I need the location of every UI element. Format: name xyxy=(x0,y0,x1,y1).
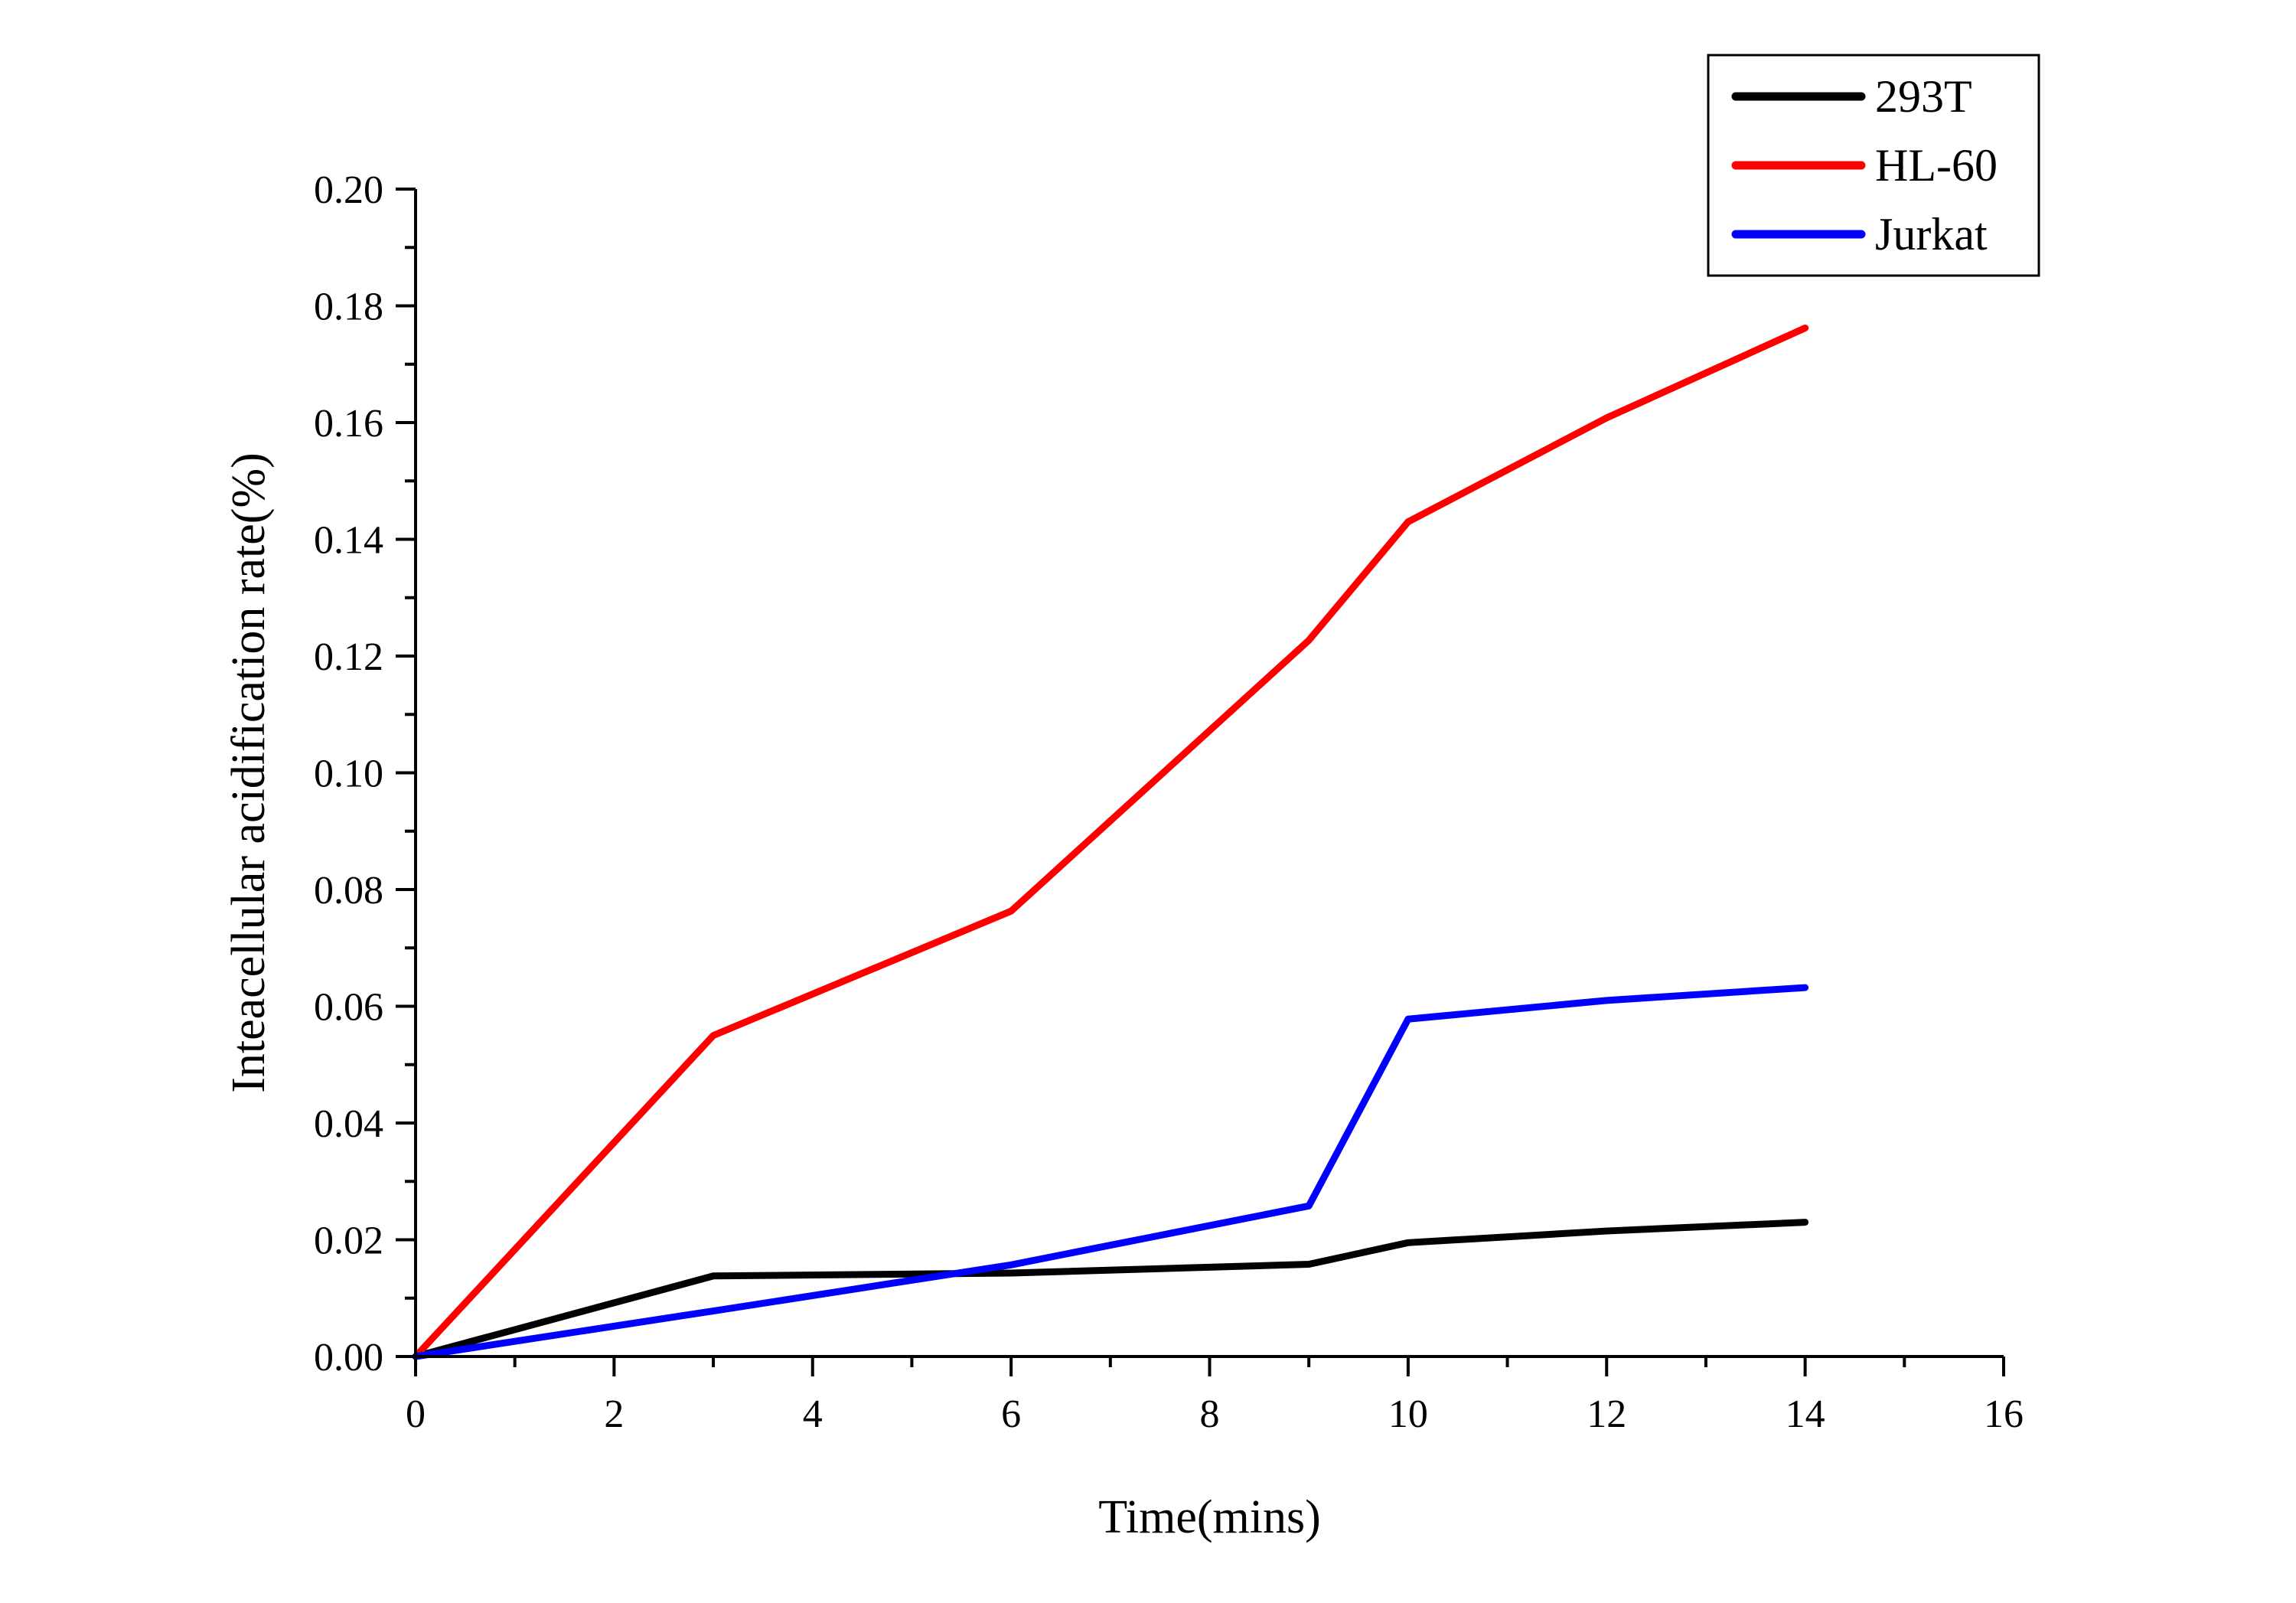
legend-label-293t: 293T xyxy=(1875,71,1972,122)
x-tick-label: 8 xyxy=(1200,1392,1220,1436)
x-axis: 0 2 4 6 8 10 12 14 16 xyxy=(406,1355,2024,1436)
y-axis-title: Inteacellular acidification rate(%) xyxy=(223,452,275,1093)
x-tick-label: 2 xyxy=(604,1392,624,1436)
series-line-jurkat xyxy=(412,984,1809,1360)
y-tick-label: 0.12 xyxy=(314,635,383,679)
y-axis: 0.00 0.02 0.04 0.06 0.08 0.10 0.12 0.14 0.16 0.18… xyxy=(314,168,417,1379)
x-tick-label: 6 xyxy=(1001,1392,1021,1436)
x-tick-label: 0 xyxy=(406,1392,426,1436)
x-tick-label: 14 xyxy=(1786,1392,1825,1436)
x-tick-label: 4 xyxy=(803,1392,823,1436)
y-tick-label: 0.10 xyxy=(314,753,383,796)
series-layer xyxy=(412,324,1809,1360)
legend: 293T HL-60 Jurkat xyxy=(1707,54,2040,277)
y-tick-label: 0.06 xyxy=(314,986,383,1030)
x-tick-label: 12 xyxy=(1587,1392,1626,1436)
legend-label-hl-60: HL-60 xyxy=(1875,140,1998,191)
x-axis-title: Time(mins) xyxy=(1098,1491,1321,1543)
y-tick-label: 0.20 xyxy=(314,168,383,212)
y-tick-label: 0.02 xyxy=(314,1219,383,1263)
y-tick-label: 0.14 xyxy=(314,519,383,563)
y-tick-label: 0.08 xyxy=(314,869,383,913)
y-tick-label: 0.18 xyxy=(314,286,383,329)
series-line-293t xyxy=(412,1219,1809,1360)
x-tick-label: 10 xyxy=(1388,1392,1428,1436)
y-tick-label: 0.00 xyxy=(314,1336,383,1379)
y-tick-label: 0.04 xyxy=(314,1102,383,1146)
y-tick-label: 0.16 xyxy=(314,402,383,446)
x-tick-label: 16 xyxy=(1984,1392,2024,1436)
legend-label-jurkat: Jurkat xyxy=(1875,209,1988,260)
series-line-hl-60 xyxy=(412,324,1809,1360)
